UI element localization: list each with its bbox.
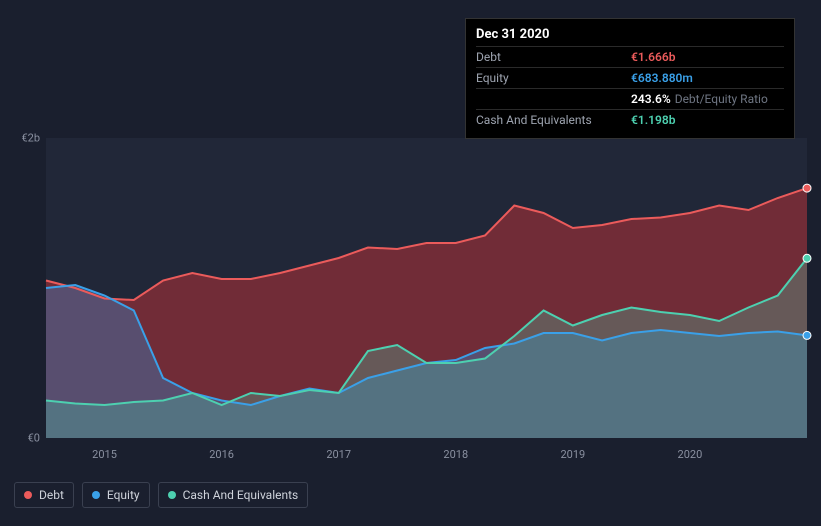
legend-item-equity[interactable]: Equity: [82, 482, 150, 508]
tooltip-row-label: Equity: [476, 71, 631, 85]
y-tick-label: €2b: [0, 132, 40, 145]
hover-tooltip: Dec 31 2020Debt€1.666bEquity€683.880m243…: [465, 18, 795, 139]
legend-item-label: Equity: [107, 488, 140, 502]
y-tick-label: €0: [0, 432, 40, 445]
tooltip-row-sub: Debt/Equity Ratio: [675, 92, 768, 106]
legend-dot-icon: [24, 491, 32, 499]
tooltip-row-value: 243.6%Debt/Equity Ratio: [631, 92, 768, 106]
legend-item-label: Debt: [39, 488, 64, 502]
tooltip-row: 243.6%Debt/Equity Ratio: [476, 88, 784, 109]
x-tick-label: 2018: [443, 448, 468, 461]
tooltip-row: Equity€683.880m: [476, 67, 784, 88]
x-tick-label: 2020: [678, 448, 703, 461]
tooltip-row: Cash And Equivalents€1.198b: [476, 109, 784, 130]
tooltip-row-value: €1.666b: [631, 50, 675, 64]
tooltip-row-label: Debt: [476, 50, 631, 64]
tooltip-row: Debt€1.666b: [476, 46, 784, 67]
legend-dot-icon: [168, 491, 176, 499]
legend-item-debt[interactable]: Debt: [14, 482, 74, 508]
tooltip-title: Dec 31 2020: [476, 27, 784, 42]
legend: Debt Equity Cash And Equivalents: [14, 482, 308, 508]
end-marker-debt: [803, 184, 811, 192]
x-tick-label: 2017: [326, 448, 351, 461]
x-tick-label: 2019: [560, 448, 585, 461]
tooltip-row-label: [476, 92, 631, 106]
tooltip-row-value: €683.880m: [631, 71, 693, 85]
legend-dot-icon: [92, 491, 100, 499]
tooltip-row-label: Cash And Equivalents: [476, 113, 631, 127]
x-tick-label: 2016: [209, 448, 234, 461]
x-tick-label: 2015: [92, 448, 117, 461]
end-marker-cash: [803, 254, 811, 262]
legend-item-cash-and-equivalents[interactable]: Cash And Equivalents: [158, 482, 309, 508]
legend-item-label: Cash And Equivalents: [183, 488, 299, 502]
tooltip-row-value: €1.198b: [631, 113, 675, 127]
end-marker-equity: [803, 331, 811, 339]
